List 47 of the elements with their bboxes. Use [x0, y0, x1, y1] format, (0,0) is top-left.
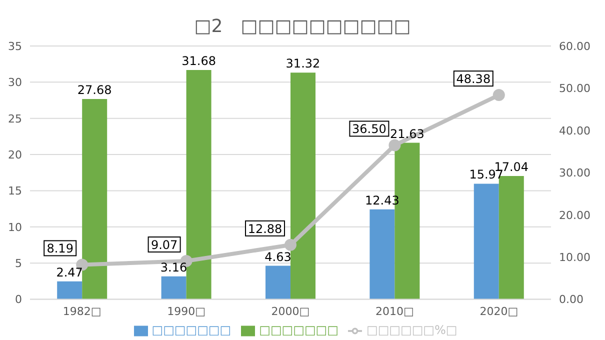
- bar: [370, 209, 395, 300]
- data-label: 31.32: [286, 56, 320, 71]
- y2-tick-label: 50.00: [559, 82, 590, 96]
- point: [492, 89, 505, 102]
- y2-tick-label: 60.00: [559, 40, 590, 53]
- y2-tick-label: 30.00: [559, 166, 590, 180]
- x-tick-label: 2000□: [271, 305, 310, 318]
- bar: [57, 281, 82, 300]
- data-label: 2.47: [56, 265, 83, 280]
- y2-tick-label: 40.00: [559, 124, 590, 138]
- y-tick-label: 10: [8, 220, 22, 234]
- bar: [161, 276, 186, 300]
- point: [388, 139, 401, 152]
- data-label: 9.07: [150, 238, 178, 252]
- legend-label: □□□□□□%□: [366, 323, 458, 338]
- bar: [82, 98, 108, 300]
- x-tick-label: 2010□: [376, 305, 414, 318]
- chart-title: □2 □□□□□□□□□□: [193, 15, 412, 38]
- bar: [290, 72, 316, 300]
- bar: [186, 70, 212, 300]
- legend-label: □□□□□□□: [152, 323, 232, 338]
- y-tick-label: 5: [15, 257, 22, 270]
- bar: [474, 184, 499, 300]
- y-tick-label: 15: [8, 184, 22, 198]
- data-label: 27.68: [77, 82, 112, 97]
- legend-label: □□□□□□□: [259, 323, 338, 338]
- point: [284, 238, 296, 251]
- y-tick-label: 35: [8, 40, 22, 53]
- y-tick-label: 20: [8, 148, 22, 162]
- data-label: 3.16: [160, 260, 188, 274]
- data-label: 36.50: [352, 122, 386, 136]
- y2-tick-label: 0.00: [559, 293, 584, 306]
- y2-tick-label: 10.00: [559, 250, 590, 264]
- data-label: 8.19: [46, 242, 74, 256]
- x-tick-label: 1990□: [167, 305, 206, 318]
- x-tick-label: 1982□: [62, 305, 102, 318]
- y-tick-label: 30: [8, 76, 22, 90]
- data-label: 48.38: [456, 72, 491, 86]
- y-tick-label: 25: [8, 112, 22, 126]
- data-label: 12.88: [248, 222, 282, 236]
- data-label: 31.68: [182, 54, 216, 68]
- y-tick-label: 0: [15, 293, 22, 306]
- bar: [265, 266, 290, 300]
- data-label: 21.63: [390, 126, 424, 141]
- y2-tick-label: 20.00: [559, 208, 590, 222]
- data-label: 4.63: [264, 250, 292, 264]
- x-tick-label: 2020□: [480, 305, 518, 318]
